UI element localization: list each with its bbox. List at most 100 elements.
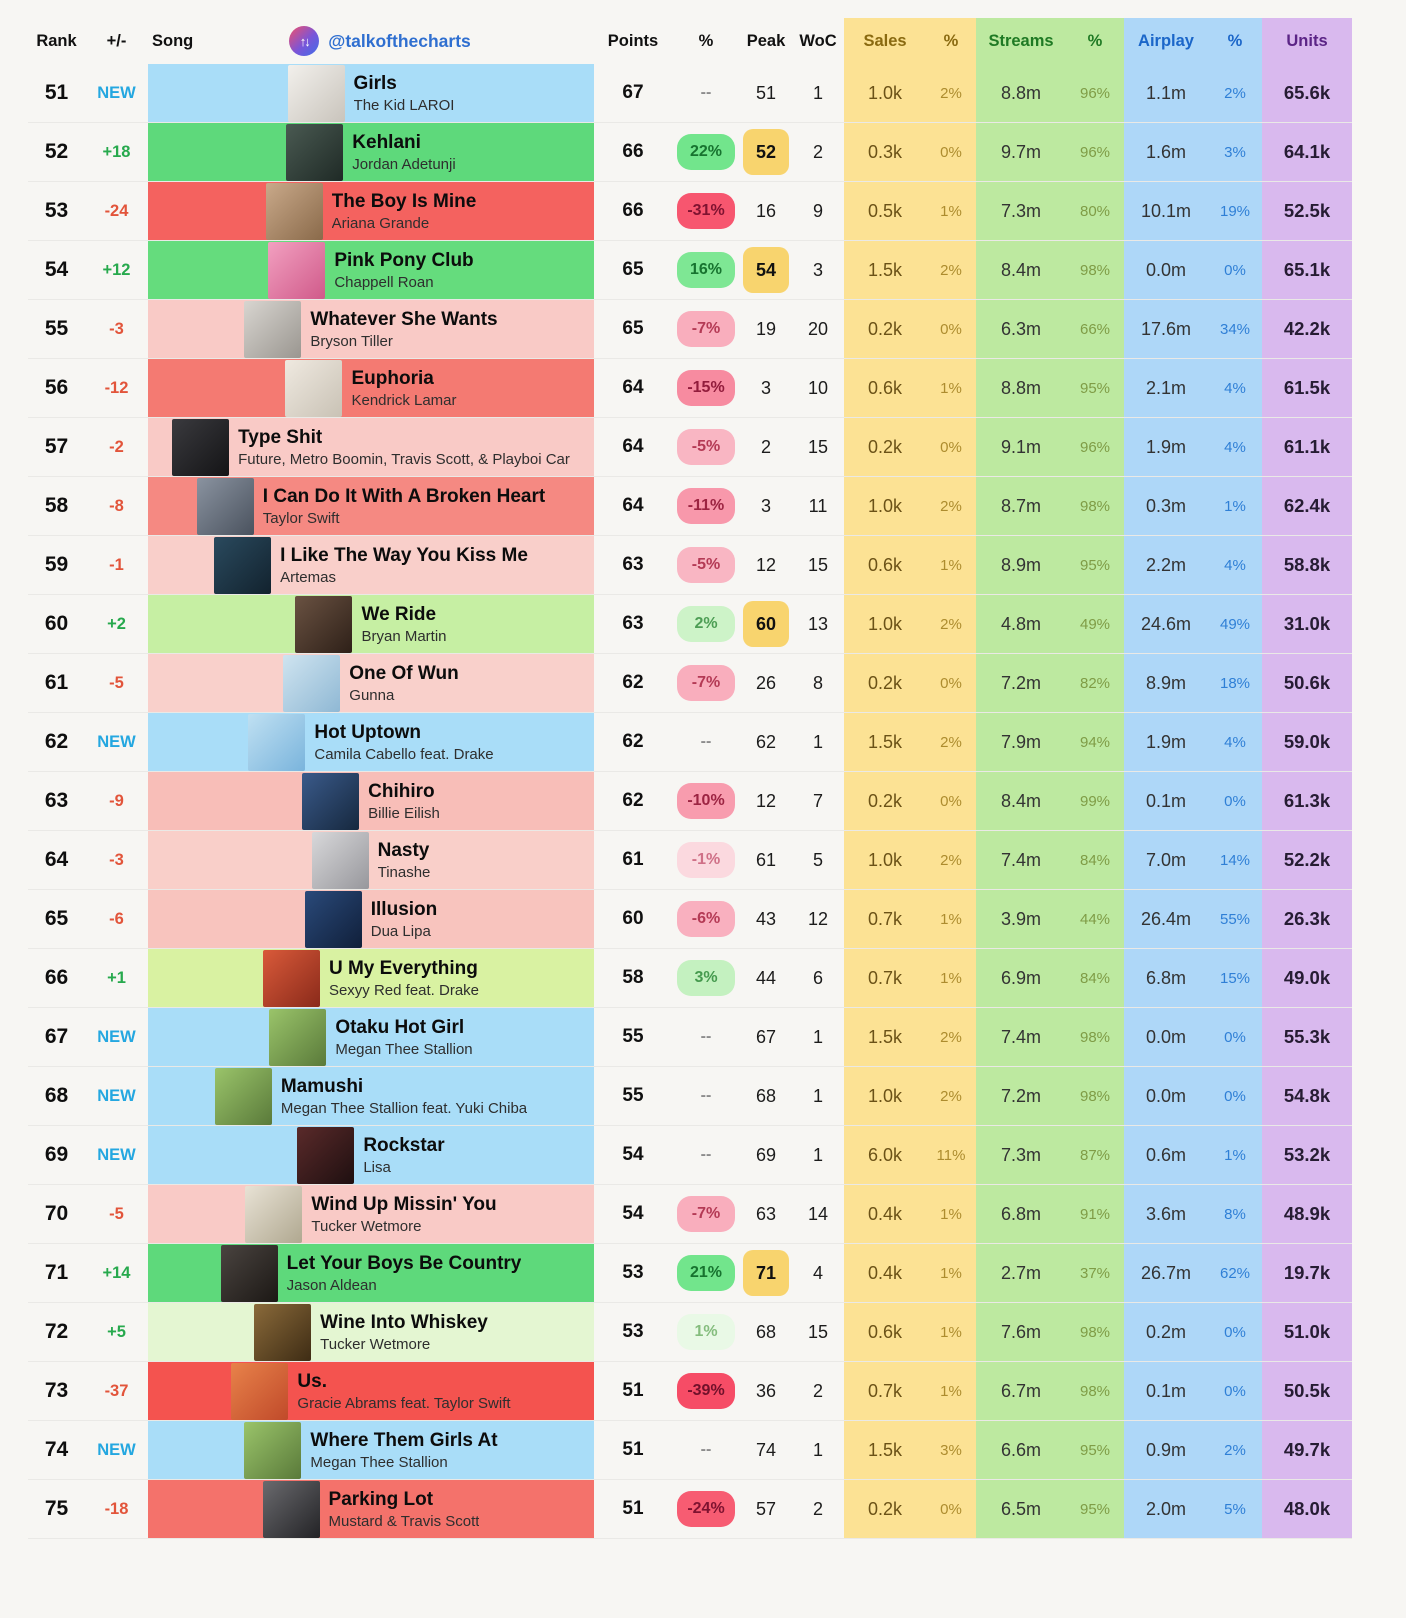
pct-pill: -10% (677, 783, 735, 819)
song-title: U My Everything (328, 957, 478, 979)
rank: 74 (44, 1438, 69, 1461)
song-title: Girls (353, 72, 397, 94)
streams-value: 3.9m (976, 890, 1066, 948)
peak-value: 54 (743, 247, 789, 293)
pct-pill: -- (700, 84, 712, 101)
woc-value: 1 (812, 731, 823, 752)
sales-value: 0.4k (844, 1244, 926, 1302)
sales-pct: 0% (926, 654, 976, 712)
rank-change: -5 (109, 673, 124, 692)
streams-pct: 95% (1066, 359, 1124, 417)
streams-value: 8.4m (976, 772, 1066, 830)
woc-value: 15 (807, 554, 829, 575)
streams-value: 6.6m (976, 1421, 1066, 1479)
points-value: 65 (622, 318, 644, 339)
song-title: Otaku Hot Girl (335, 1016, 465, 1038)
peak-cell: 2 (740, 418, 792, 476)
airplay-pct: 2% (1208, 64, 1262, 122)
woc-value: 8 (812, 672, 823, 693)
peak-cell: 71 (740, 1244, 792, 1302)
peak-value: 74 (755, 1439, 777, 1460)
header-streams: Streams (976, 18, 1066, 64)
rank: 59 (44, 553, 69, 576)
rank: 57 (44, 435, 69, 458)
sales-value: 1.0k (844, 64, 926, 122)
sales-pct: 2% (926, 64, 976, 122)
peak-cell: 52 (740, 123, 792, 181)
units-value: 61.3k (1262, 772, 1352, 830)
chart-handle-link[interactable]: @talkofthecharts (328, 30, 471, 51)
rank: 73 (44, 1379, 69, 1402)
streams-value: 7.9m (976, 713, 1066, 771)
song-text: Rockstar Lisa (363, 1135, 444, 1176)
rank-change: -37 (104, 1381, 129, 1400)
header-sales: Sales (844, 18, 926, 64)
pct-pill: -- (700, 1028, 712, 1045)
streams-pct: 98% (1066, 1362, 1124, 1420)
points-pct-cell: -24% (672, 1480, 740, 1538)
sales-pct: 2% (926, 1067, 976, 1125)
airplay-pct: 0% (1208, 1067, 1262, 1125)
peak-value: 12 (755, 554, 777, 575)
peak-value: 3 (760, 495, 771, 516)
points-value: 58 (622, 967, 644, 988)
pct-pill: 1% (677, 1314, 735, 1350)
points-pct-cell: -- (672, 1126, 740, 1184)
chart-row: 63 -9 Chihiro Billie Eilish 62 -10% 12 7… (28, 772, 1352, 831)
streams-pct: 84% (1066, 949, 1124, 1007)
song-cell: Kehlani Jordan Adetunji (148, 123, 594, 181)
units-value: 61.1k (1262, 418, 1352, 476)
song-cell: Wind Up Missin' You Tucker Wetmore (148, 1185, 594, 1243)
streams-pct: 98% (1066, 477, 1124, 535)
streams-value: 6.7m (976, 1362, 1066, 1420)
header-peak: Peak (746, 31, 786, 50)
sales-pct: 1% (926, 182, 976, 240)
peak-value: 69 (755, 1144, 777, 1165)
airplay-value: 8.9m (1124, 654, 1208, 712)
points-value: 55 (622, 1026, 644, 1047)
streams-pct: 49% (1066, 595, 1124, 653)
sales-value: 0.7k (844, 890, 926, 948)
points-value: 61 (622, 849, 644, 870)
points-pct-cell: -7% (672, 654, 740, 712)
sales-pct: 1% (926, 890, 976, 948)
song-title: Kehlani (352, 131, 421, 153)
album-art (295, 595, 353, 653)
streams-value: 7.4m (976, 1008, 1066, 1066)
song-artist: Camila Cabello feat. Drake (314, 745, 494, 763)
points-pct-cell: -7% (672, 1185, 740, 1243)
song-text: Hot Uptown Camila Cabello feat. Drake (314, 722, 493, 763)
song-cell: Euphoria Kendrick Lamar (148, 359, 594, 417)
points-pct-cell: 22% (672, 123, 740, 181)
pct-pill: -- (700, 1146, 712, 1163)
song-cell: Whatever She Wants Bryson Tiller (148, 300, 594, 358)
header-airplay: Airplay (1124, 18, 1208, 64)
rank-change: -12 (104, 378, 129, 397)
airplay-pct: 4% (1208, 359, 1262, 417)
streams-value: 7.2m (976, 654, 1066, 712)
song-title: Parking Lot (328, 1488, 434, 1510)
streams-value: 8.4m (976, 241, 1066, 299)
song-text: Wine Into Whiskey Tucker Wetmore (320, 1312, 488, 1353)
airplay-pct: 49% (1208, 595, 1262, 653)
points-value: 66 (622, 141, 644, 162)
pct-pill: -- (700, 1087, 712, 1104)
song-cell: I Can Do It With A Broken Heart Taylor S… (148, 477, 594, 535)
airplay-pct: 4% (1208, 418, 1262, 476)
airplay-value: 0.0m (1124, 1008, 1208, 1066)
peak-value: 26 (755, 672, 777, 693)
airplay-value: 1.6m (1124, 123, 1208, 181)
song-title: I Can Do It With A Broken Heart (262, 485, 546, 507)
song-title: One Of Wun (349, 662, 459, 684)
points-pct-cell: 2% (672, 595, 740, 653)
rank: 55 (44, 317, 69, 340)
album-art (311, 831, 369, 889)
streams-value: 9.7m (976, 123, 1066, 181)
rank: 56 (44, 376, 69, 399)
rank: 69 (44, 1143, 69, 1166)
song-artist: Artemas (280, 568, 336, 586)
sales-pct: 2% (926, 241, 976, 299)
sales-value: 1.0k (844, 595, 926, 653)
sales-pct: 0% (926, 1480, 976, 1538)
song-cell: Let Your Boys Be Country Jason Aldean (148, 1244, 594, 1302)
